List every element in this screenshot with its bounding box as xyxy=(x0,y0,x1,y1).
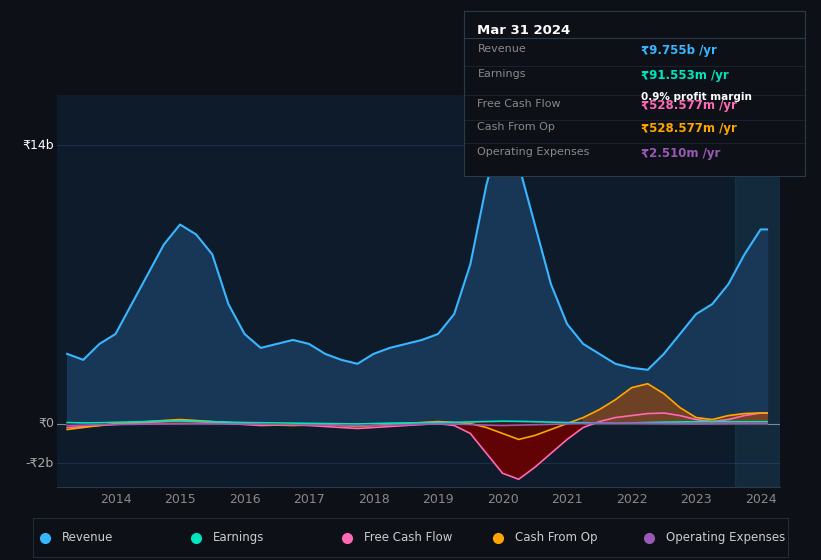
Text: Earnings: Earnings xyxy=(478,69,526,79)
Text: 0.9% profit margin: 0.9% profit margin xyxy=(641,92,752,102)
Text: Free Cash Flow: Free Cash Flow xyxy=(364,531,452,544)
Text: ₹528.577m /yr: ₹528.577m /yr xyxy=(641,99,737,112)
Text: Revenue: Revenue xyxy=(62,531,113,544)
Bar xyxy=(735,95,780,487)
Text: ₹14b: ₹14b xyxy=(22,138,54,151)
Text: Cash From Op: Cash From Op xyxy=(515,531,597,544)
Text: Free Cash Flow: Free Cash Flow xyxy=(478,99,561,109)
Text: -₹2b: -₹2b xyxy=(25,457,54,470)
Text: Cash From Op: Cash From Op xyxy=(478,122,555,132)
Text: ₹0: ₹0 xyxy=(38,417,54,430)
Text: Mar 31 2024: Mar 31 2024 xyxy=(478,25,571,38)
Text: Earnings: Earnings xyxy=(213,531,264,544)
Text: ₹2.510m /yr: ₹2.510m /yr xyxy=(641,147,720,160)
Text: ₹9.755b /yr: ₹9.755b /yr xyxy=(641,44,717,57)
Text: Operating Expenses: Operating Expenses xyxy=(666,531,785,544)
Text: ₹91.553m /yr: ₹91.553m /yr xyxy=(641,69,729,82)
Text: ₹528.577m /yr: ₹528.577m /yr xyxy=(641,122,737,135)
Text: Operating Expenses: Operating Expenses xyxy=(478,147,589,157)
Text: Revenue: Revenue xyxy=(478,44,526,54)
